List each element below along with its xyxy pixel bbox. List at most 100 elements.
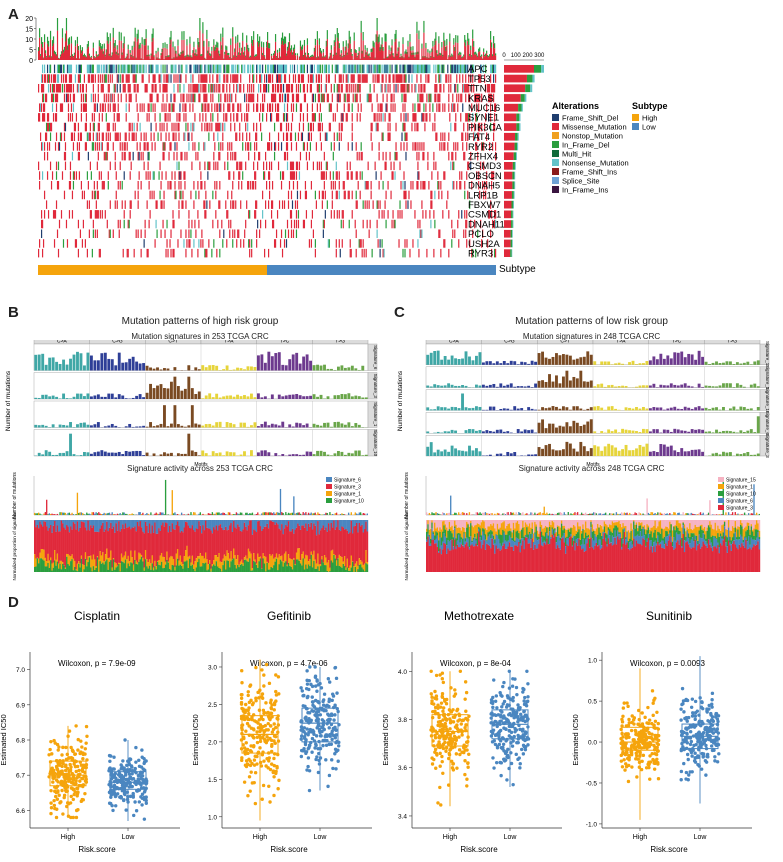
mutation-cell bbox=[448, 151, 450, 161]
motif-bar bbox=[232, 424, 236, 428]
mutation-cell bbox=[152, 84, 154, 93]
tmb-bar bbox=[346, 52, 348, 55]
proportion-segment bbox=[215, 561, 218, 572]
mutation-cell bbox=[339, 74, 341, 83]
mutation-cell bbox=[103, 74, 105, 83]
mutation-cell bbox=[117, 132, 119, 141]
proportion-segment bbox=[214, 565, 216, 572]
proportion-segment bbox=[116, 530, 119, 566]
proportion-segment bbox=[55, 531, 57, 560]
mutation-cell bbox=[245, 161, 247, 171]
tmb-bar bbox=[427, 52, 429, 60]
mutation-cell bbox=[79, 229, 82, 238]
proportion-segment bbox=[182, 520, 184, 533]
proportion-segment bbox=[210, 568, 212, 572]
tmb-bar bbox=[226, 50, 228, 60]
tmb-bar bbox=[458, 53, 460, 56]
proportion-segment bbox=[176, 520, 179, 522]
activity-bar bbox=[162, 512, 164, 515]
proportion-segment bbox=[150, 520, 152, 534]
mutation-cell bbox=[232, 239, 234, 248]
mutation-cell bbox=[421, 93, 423, 103]
motif-bar bbox=[197, 369, 201, 371]
mutation-cell bbox=[404, 74, 406, 83]
mutation-cell bbox=[174, 190, 176, 200]
mutation-cell bbox=[43, 190, 46, 200]
proportion-segment bbox=[83, 522, 85, 566]
proportion-segment bbox=[124, 559, 127, 572]
mutation-cell bbox=[79, 132, 82, 141]
tmb-bar bbox=[84, 56, 86, 60]
proportion-segment bbox=[63, 520, 65, 528]
mutation-cell bbox=[91, 113, 93, 122]
mutation-cell bbox=[70, 84, 73, 93]
mutation-cell bbox=[443, 142, 445, 151]
motif-bar bbox=[34, 397, 38, 399]
mutation-cell bbox=[250, 93, 252, 103]
mutation-cell bbox=[339, 248, 341, 258]
mutation-cell bbox=[53, 74, 56, 83]
mutation-cell bbox=[148, 64, 150, 74]
mutation-cell bbox=[71, 132, 74, 141]
mutation-cell bbox=[155, 200, 157, 209]
tmb-bar bbox=[280, 44, 283, 60]
mutation-cell bbox=[292, 229, 295, 238]
proportion-segment bbox=[302, 520, 305, 526]
proportion-segment bbox=[127, 563, 130, 572]
mutation-cell bbox=[415, 64, 417, 74]
motif-bar bbox=[274, 353, 278, 371]
tmb-bar bbox=[121, 52, 123, 55]
mutation-cell bbox=[113, 84, 115, 93]
mutation-cell bbox=[98, 122, 100, 132]
mutation-cell bbox=[495, 219, 497, 229]
mutation-cell bbox=[115, 171, 117, 180]
mutation-cell bbox=[200, 239, 202, 248]
tmb-bar bbox=[193, 47, 195, 60]
activity-bar bbox=[309, 513, 311, 515]
mutation-cell bbox=[149, 93, 151, 103]
tmb-bar bbox=[372, 40, 374, 47]
mutation-cell bbox=[443, 171, 445, 180]
mutation-cell bbox=[366, 64, 368, 74]
mutation-cell bbox=[438, 103, 440, 112]
tmb-bar bbox=[261, 41, 263, 48]
proportion-segment bbox=[90, 555, 92, 568]
tmb-bar bbox=[58, 58, 61, 60]
mutation-cell bbox=[303, 64, 306, 74]
mutation-cell bbox=[265, 219, 267, 229]
mutation-cell bbox=[475, 113, 477, 122]
proportion-segment bbox=[163, 557, 166, 568]
tmb-bar bbox=[408, 57, 410, 60]
mutation-cell bbox=[326, 200, 328, 209]
mutation-cell bbox=[382, 74, 384, 83]
tmb-bar bbox=[200, 56, 202, 60]
proportion-segment bbox=[147, 562, 150, 569]
mutation-cell bbox=[119, 181, 121, 190]
mutation-cell bbox=[420, 181, 422, 190]
activity-bar bbox=[192, 512, 195, 515]
mutation-cell bbox=[107, 132, 109, 141]
mutation-cell bbox=[231, 190, 233, 200]
proportion-segment bbox=[172, 520, 175, 530]
motif-bar bbox=[103, 451, 107, 456]
mutation-cell bbox=[106, 122, 108, 132]
mutation-cell bbox=[121, 151, 123, 161]
tmb-bar bbox=[396, 53, 398, 56]
mutation-cell bbox=[43, 210, 46, 219]
mutation-cell bbox=[355, 200, 357, 209]
tmb-bar bbox=[345, 40, 347, 47]
mutation-cell bbox=[51, 84, 54, 93]
mutation-cell bbox=[227, 142, 229, 151]
mutation-cell bbox=[269, 113, 272, 122]
tmb-bar bbox=[166, 43, 168, 49]
mutation-cell bbox=[203, 84, 205, 93]
proportion-segment bbox=[51, 563, 53, 571]
motif-bar bbox=[44, 394, 48, 399]
proportion-segment bbox=[40, 520, 43, 525]
mutation-cell bbox=[405, 74, 407, 83]
mutation-cell bbox=[105, 151, 107, 161]
tmb-bar bbox=[232, 37, 234, 60]
mutation-cell bbox=[377, 74, 379, 83]
tmb-bar bbox=[178, 53, 180, 56]
motif-bar bbox=[354, 423, 358, 428]
